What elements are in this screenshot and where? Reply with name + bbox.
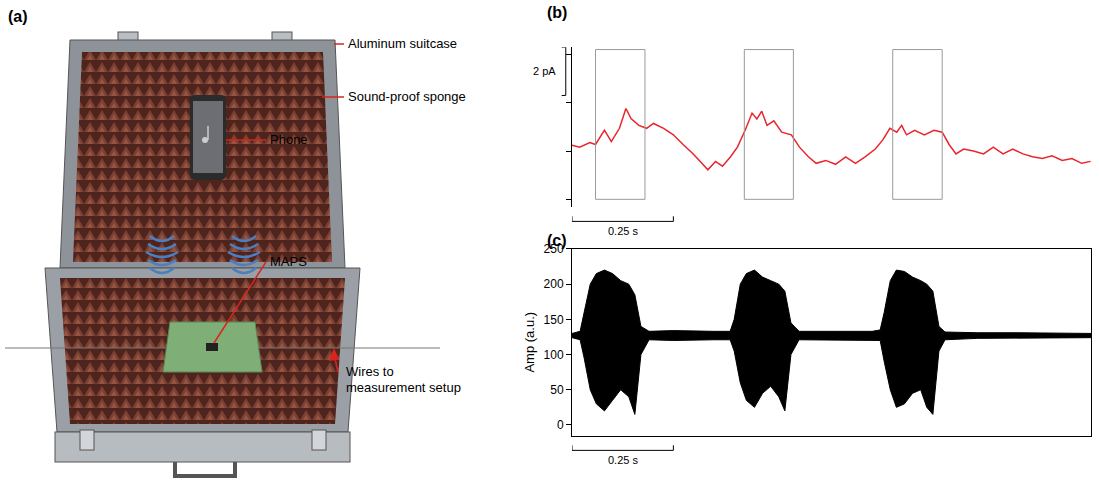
svg-text:0.25 s: 0.25 s xyxy=(608,454,638,466)
svg-text:0: 0 xyxy=(557,418,564,432)
svg-text:Phone: Phone xyxy=(270,132,308,147)
svg-text:(c): (c) xyxy=(547,232,567,249)
svg-text:measurement setup: measurement setup xyxy=(346,380,461,395)
svg-text:(b): (b) xyxy=(547,4,567,21)
svg-text:(a): (a) xyxy=(8,8,28,25)
svg-text:MAPS: MAPS xyxy=(270,254,307,269)
svg-text:200: 200 xyxy=(544,277,564,291)
svg-text:Sound-proof sponge: Sound-proof sponge xyxy=(348,89,466,104)
svg-text:2 pA: 2 pA xyxy=(533,65,556,77)
svg-text:0.25 s: 0.25 s xyxy=(608,225,638,237)
svg-text:150: 150 xyxy=(544,313,564,327)
svg-text:50: 50 xyxy=(550,383,564,397)
svg-text:Wires to: Wires to xyxy=(346,364,394,379)
svg-text:100: 100 xyxy=(544,348,564,362)
svg-text:250: 250 xyxy=(544,242,564,256)
svg-text:Amp (a.u.): Amp (a.u.) xyxy=(522,312,537,373)
svg-text:Aluminum suitcase: Aluminum suitcase xyxy=(348,36,457,51)
